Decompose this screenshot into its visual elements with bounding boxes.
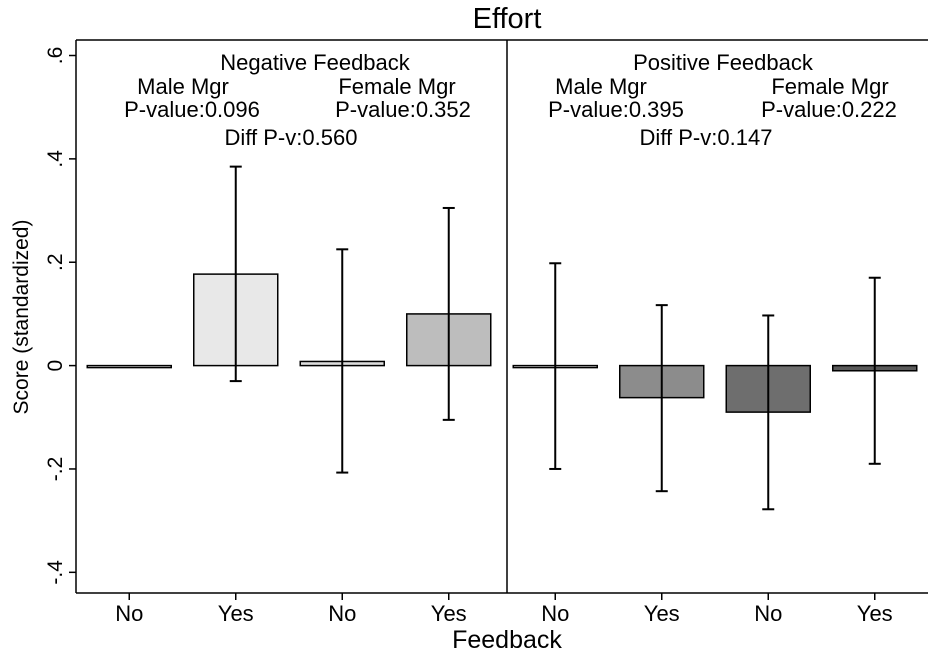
diff-pvalue: Diff P-v:0.147 bbox=[640, 125, 773, 150]
x-tick-label: No bbox=[754, 601, 782, 626]
group-pvalue: P-value:0.222 bbox=[761, 97, 897, 122]
y-tick-label: .2 bbox=[44, 253, 67, 271]
x-tick-label: Yes bbox=[431, 601, 467, 626]
x-tick-label: Yes bbox=[644, 601, 680, 626]
group-label: Female Mgr bbox=[338, 74, 455, 99]
panel-title: Negative Feedback bbox=[220, 50, 411, 75]
chart-title: Effort bbox=[473, 3, 542, 35]
y-tick-label: -.2 bbox=[44, 457, 67, 482]
bar bbox=[86, 364, 172, 369]
y-tick-label: -.4 bbox=[44, 560, 67, 585]
x-tick-label: No bbox=[541, 601, 569, 626]
group-label: Female Mgr bbox=[771, 74, 888, 99]
group-pvalue: P-value:0.395 bbox=[548, 97, 684, 122]
x-tick-label: Yes bbox=[218, 601, 254, 626]
group-label: Male Mgr bbox=[137, 74, 229, 99]
x-tick-label: Yes bbox=[857, 601, 893, 626]
y-tick-label: 0 bbox=[44, 360, 67, 372]
x-tick-label: No bbox=[115, 601, 143, 626]
y-tick-label: .6 bbox=[44, 47, 67, 65]
plot-area: .6 .4 .2 0 -.2 -.4 No Yes No Yes No Yes No Yes Negativ… bbox=[44, 39, 928, 626]
diff-pvalue: Diff P-v:0.560 bbox=[225, 125, 358, 150]
x-tick-label: No bbox=[328, 601, 356, 626]
group-pvalue: P-value:0.096 bbox=[124, 97, 260, 122]
group-pvalue: P-value:0.352 bbox=[335, 97, 471, 122]
y-axis-label: Score (standardized) bbox=[10, 220, 33, 415]
y-tick-label: .4 bbox=[44, 150, 67, 168]
x-axis-label: Feedback bbox=[452, 626, 562, 654]
panel-title: Positive Feedback bbox=[633, 50, 814, 75]
group-label: Male Mgr bbox=[555, 74, 647, 99]
